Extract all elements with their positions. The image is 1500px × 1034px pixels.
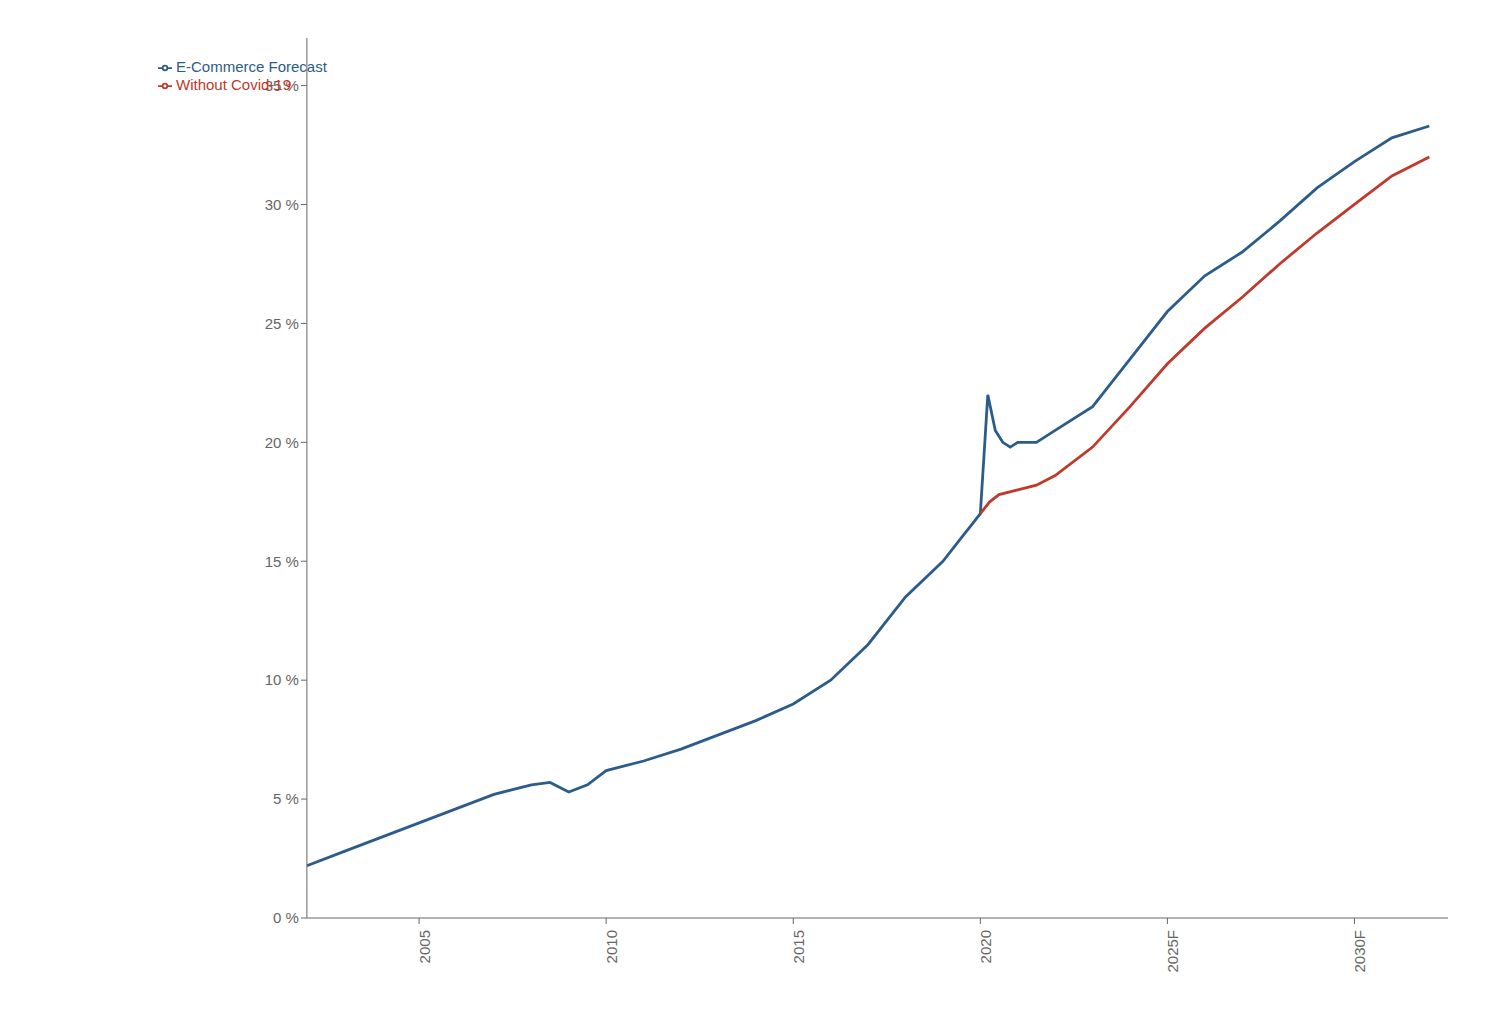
svg-text:2005: 2005 — [416, 930, 433, 963]
svg-text:25 %: 25 % — [265, 315, 299, 332]
svg-text:2010: 2010 — [603, 930, 620, 963]
svg-text:2030F: 2030F — [1351, 930, 1368, 973]
svg-text:20 %: 20 % — [265, 434, 299, 451]
svg-text:10 %: 10 % — [265, 671, 299, 688]
svg-text:2015: 2015 — [790, 930, 807, 963]
svg-text:2020: 2020 — [977, 930, 994, 963]
svg-text:30 %: 30 % — [265, 196, 299, 213]
svg-text:35 %: 35 % — [265, 77, 299, 94]
svg-text:15 %: 15 % — [265, 553, 299, 570]
svg-text:2025F: 2025F — [1164, 930, 1181, 973]
svg-text:5 %: 5 % — [273, 790, 299, 807]
svg-text:0 %: 0 % — [273, 909, 299, 926]
